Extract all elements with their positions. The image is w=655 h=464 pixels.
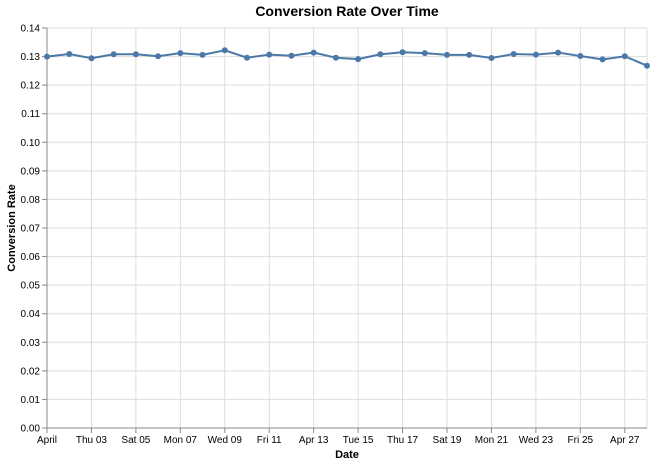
data-point [644, 62, 650, 69]
data-point [44, 53, 50, 60]
data-point [66, 51, 73, 57]
x-tick-label: Fri 11 [257, 435, 282, 446]
data-point [421, 50, 428, 57]
data-point [377, 51, 384, 58]
data-point [444, 51, 450, 58]
y-tick-label: 0.00 [21, 424, 41, 435]
x-tick-label: Thu 03 [76, 435, 108, 446]
data-point [355, 56, 362, 63]
y-tick-label: 0.07 [21, 224, 41, 235]
y-tick-label: 0.14 [21, 24, 41, 35]
data-point [88, 55, 95, 62]
data-point [621, 53, 628, 60]
data-point [110, 51, 117, 58]
data-point [288, 52, 295, 59]
x-tick-label: Wed 09 [208, 435, 243, 446]
x-tick-label: Mon 21 [475, 435, 509, 446]
series-line [46, 49, 648, 67]
y-tick-label: 0.05 [21, 281, 41, 292]
data-point [510, 51, 517, 57]
series [44, 47, 650, 69]
x-tick-label: Apr 13 [299, 435, 329, 446]
data-point [132, 51, 139, 58]
x-axis-ticks: April Thu 03 Sat 05 Mon 07 Wed 09 Fri 11 Apr 1… [37, 428, 640, 446]
y-tick-label: 0.04 [21, 309, 41, 320]
grid [46, 27, 648, 429]
y-tick-label: 0.02 [21, 366, 41, 377]
y-tick-label: 0.09 [21, 166, 41, 177]
data-point [332, 54, 339, 61]
data-point [177, 50, 184, 57]
data-point [199, 51, 206, 58]
x-tick-label: Sat 19 [433, 435, 462, 446]
data-point [577, 53, 584, 59]
y-axis-ticks: 0.00 0.01 0.02 0.03 0.04 0.05 0.06 0.07 0.08 0.09… [21, 24, 47, 435]
x-tick-label: Wed 23 [519, 435, 554, 446]
data-point [310, 49, 317, 56]
x-tick-label: Sat 05 [121, 435, 150, 446]
data-point [488, 55, 495, 61]
x-tick-label: Thu 17 [387, 435, 419, 446]
x-tick-label: Fri 25 [568, 435, 594, 446]
data-point [155, 53, 162, 60]
data-point [466, 51, 473, 58]
y-tick-label: 0.11 [21, 109, 40, 120]
data-point [266, 51, 273, 58]
x-tick-label: April [37, 435, 57, 446]
x-tick-label: Mon 07 [164, 435, 198, 446]
data-point [532, 51, 539, 58]
data-point [221, 47, 228, 54]
y-tick-label: 0.01 [21, 395, 41, 406]
y-tick-label: 0.10 [21, 138, 41, 149]
x-axis-title: Date [335, 449, 359, 461]
data-point [555, 49, 562, 56]
y-axis-title: Conversion Rate [6, 184, 18, 271]
chart-title: Conversion Rate Over Time [255, 3, 439, 19]
data-point [599, 56, 606, 63]
data-point [399, 49, 406, 56]
y-tick-label: 0.13 [21, 52, 41, 63]
x-tick-label: Tue 15 [343, 435, 374, 446]
y-tick-label: 0.03 [21, 338, 41, 349]
data-point [244, 54, 250, 61]
y-tick-label: 0.12 [21, 81, 41, 92]
x-tick-label: Apr 27 [610, 435, 640, 446]
y-tick-label: 0.06 [21, 252, 41, 263]
y-tick-label: 0.08 [21, 195, 41, 206]
